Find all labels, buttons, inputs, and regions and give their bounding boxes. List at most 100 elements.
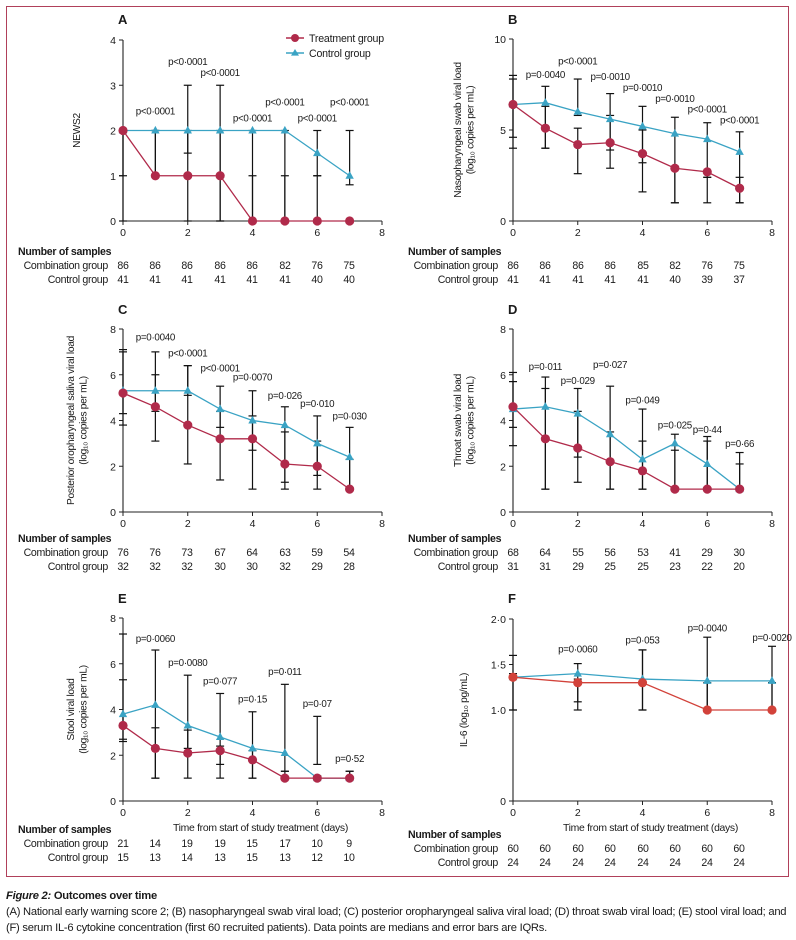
- y-tick-label: 1: [110, 171, 116, 183]
- y-tick-label: 2·0: [491, 614, 506, 626]
- control-line: [122, 704, 350, 779]
- x-tick-label: 2: [575, 518, 581, 530]
- samples-control-value: 10: [343, 852, 355, 864]
- control-line: [512, 406, 741, 490]
- treatment-point: [767, 705, 777, 715]
- y-tick-label: 3: [110, 80, 116, 92]
- samples-combination-value: 63: [279, 547, 291, 559]
- samples-row-label: Control group: [438, 274, 499, 286]
- y-axis-label: Throat swab viral load: [453, 373, 464, 467]
- y-axis-label: NEWS2: [72, 113, 83, 148]
- samples-combination-value: 86: [181, 260, 193, 272]
- treatment-line: [512, 103, 740, 189]
- samples-control-value: 23: [669, 561, 681, 573]
- samples-combination-value: 19: [181, 838, 193, 850]
- samples-combination-value: 67: [214, 547, 226, 559]
- p-value-label: p=0·0040: [688, 624, 728, 635]
- samples-combination-value: 82: [669, 260, 681, 272]
- treatment-point: [573, 139, 583, 150]
- legend-label: Control group: [309, 48, 371, 60]
- p-value-label: p<0·0001: [168, 348, 207, 359]
- p-value-label: p=0·0060: [558, 645, 598, 656]
- samples-combination-value: 56: [604, 547, 616, 559]
- x-tick-label: 8: [769, 807, 775, 819]
- samples-combination-value: 86: [507, 260, 519, 272]
- control-point: [703, 676, 712, 684]
- panel-letter: C: [118, 302, 128, 317]
- treatment-point: [247, 434, 258, 444]
- samples-row-label: Combination group: [414, 547, 499, 559]
- p-value-label: p<0·0001: [233, 113, 272, 124]
- control-point: [638, 121, 647, 130]
- samples-title: Number of samples: [18, 246, 112, 258]
- panel-a: A0 2 4 6 801234NEWS2p<0·0001p<0·0001p<0·0001…: [18, 12, 385, 286]
- figure-frame: [6, 6, 789, 877]
- p-value-label: p=0·025: [658, 421, 693, 432]
- x-axis-label: Time from start of study treatment (days…: [563, 823, 738, 834]
- samples-control-value: 13: [214, 852, 226, 864]
- samples-row-label: Control group: [48, 852, 109, 864]
- samples-combination-value: 86: [246, 260, 258, 272]
- p-value-label: p=0·0010: [655, 94, 695, 105]
- y-tick-label: 2: [110, 126, 116, 138]
- samples-control-value: 32: [181, 561, 193, 573]
- samples-combination-value: 64: [539, 547, 551, 559]
- y-tick-label: 0: [110, 796, 116, 808]
- treatment-point: [215, 746, 225, 756]
- p-value-label: p<0·0001: [558, 56, 597, 67]
- treatment-line: [122, 724, 350, 779]
- samples-row-label: Control group: [48, 274, 109, 286]
- y-tick-label: 0: [500, 216, 506, 228]
- y-axis-label: (log₁₀ copies per mL): [78, 665, 89, 754]
- y-axis-label: (log₁₀ copies per mL): [78, 376, 89, 465]
- p-value-label: p=0·029: [561, 376, 595, 387]
- y-tick-label: 8: [500, 324, 506, 336]
- samples-control-value: 24: [539, 857, 551, 869]
- x-tick-label: 2: [575, 227, 581, 239]
- x-tick-label: 4: [640, 807, 646, 819]
- treatment-point: [702, 705, 712, 715]
- samples-combination-value: 15: [246, 838, 258, 850]
- samples-row-label: Control group: [438, 561, 499, 573]
- samples-control-value: 24: [669, 857, 681, 869]
- samples-combination-value: 86: [117, 260, 129, 272]
- samples-combination-value: 19: [214, 838, 226, 850]
- p-value-label: p=0·0040: [136, 332, 176, 343]
- y-axis-label: Nasopharyngeal swab viral load: [453, 62, 464, 198]
- samples-control-value: 20: [733, 561, 745, 573]
- treatment-point: [280, 459, 290, 469]
- samples-combination-value: 86: [572, 260, 584, 272]
- treatment-point: [280, 773, 290, 783]
- samples-combination-value: 76: [149, 547, 161, 559]
- samples-combination-value: 60: [669, 843, 681, 855]
- control-point: [345, 452, 354, 461]
- panel-letter: A: [118, 12, 128, 27]
- samples-combination-value: 60: [507, 843, 519, 855]
- samples-control-value: 15: [246, 852, 258, 864]
- panel-c: C 0 2 4 6 8 0 2 4 6 8 Posterior oropharyngeal saliv…: [18, 302, 385, 573]
- samples-control-value: 41: [117, 274, 129, 286]
- samples-control-value: 22: [701, 561, 713, 573]
- control-point: [313, 148, 322, 157]
- samples-row-label: Combination group: [24, 547, 109, 559]
- y-axis-label: (log₁₀ copies per mL): [465, 86, 476, 175]
- p-value-label: p=0·011: [268, 667, 301, 678]
- legend-triangle-marker: [291, 49, 299, 56]
- panel-letter: D: [508, 302, 517, 317]
- samples-control-value: 41: [637, 274, 649, 286]
- samples-control-value: 40: [311, 274, 323, 286]
- p-value-label: p=0·053: [625, 636, 660, 647]
- p-value-label: p=0·0010: [623, 83, 663, 94]
- control-point: [703, 459, 712, 467]
- x-tick-label: 2: [575, 807, 581, 819]
- samples-control-value: 41: [604, 274, 616, 286]
- samples-control-value: 31: [539, 561, 551, 573]
- control-point: [151, 125, 160, 134]
- control-point: [118, 709, 128, 718]
- x-tick-label: 6: [704, 518, 710, 530]
- p-value-label: p=0·07: [303, 699, 332, 710]
- samples-control-value: 28: [343, 561, 355, 573]
- treatment-point: [183, 748, 193, 758]
- samples-combination-value: 14: [149, 838, 161, 850]
- treatment-point: [183, 171, 193, 181]
